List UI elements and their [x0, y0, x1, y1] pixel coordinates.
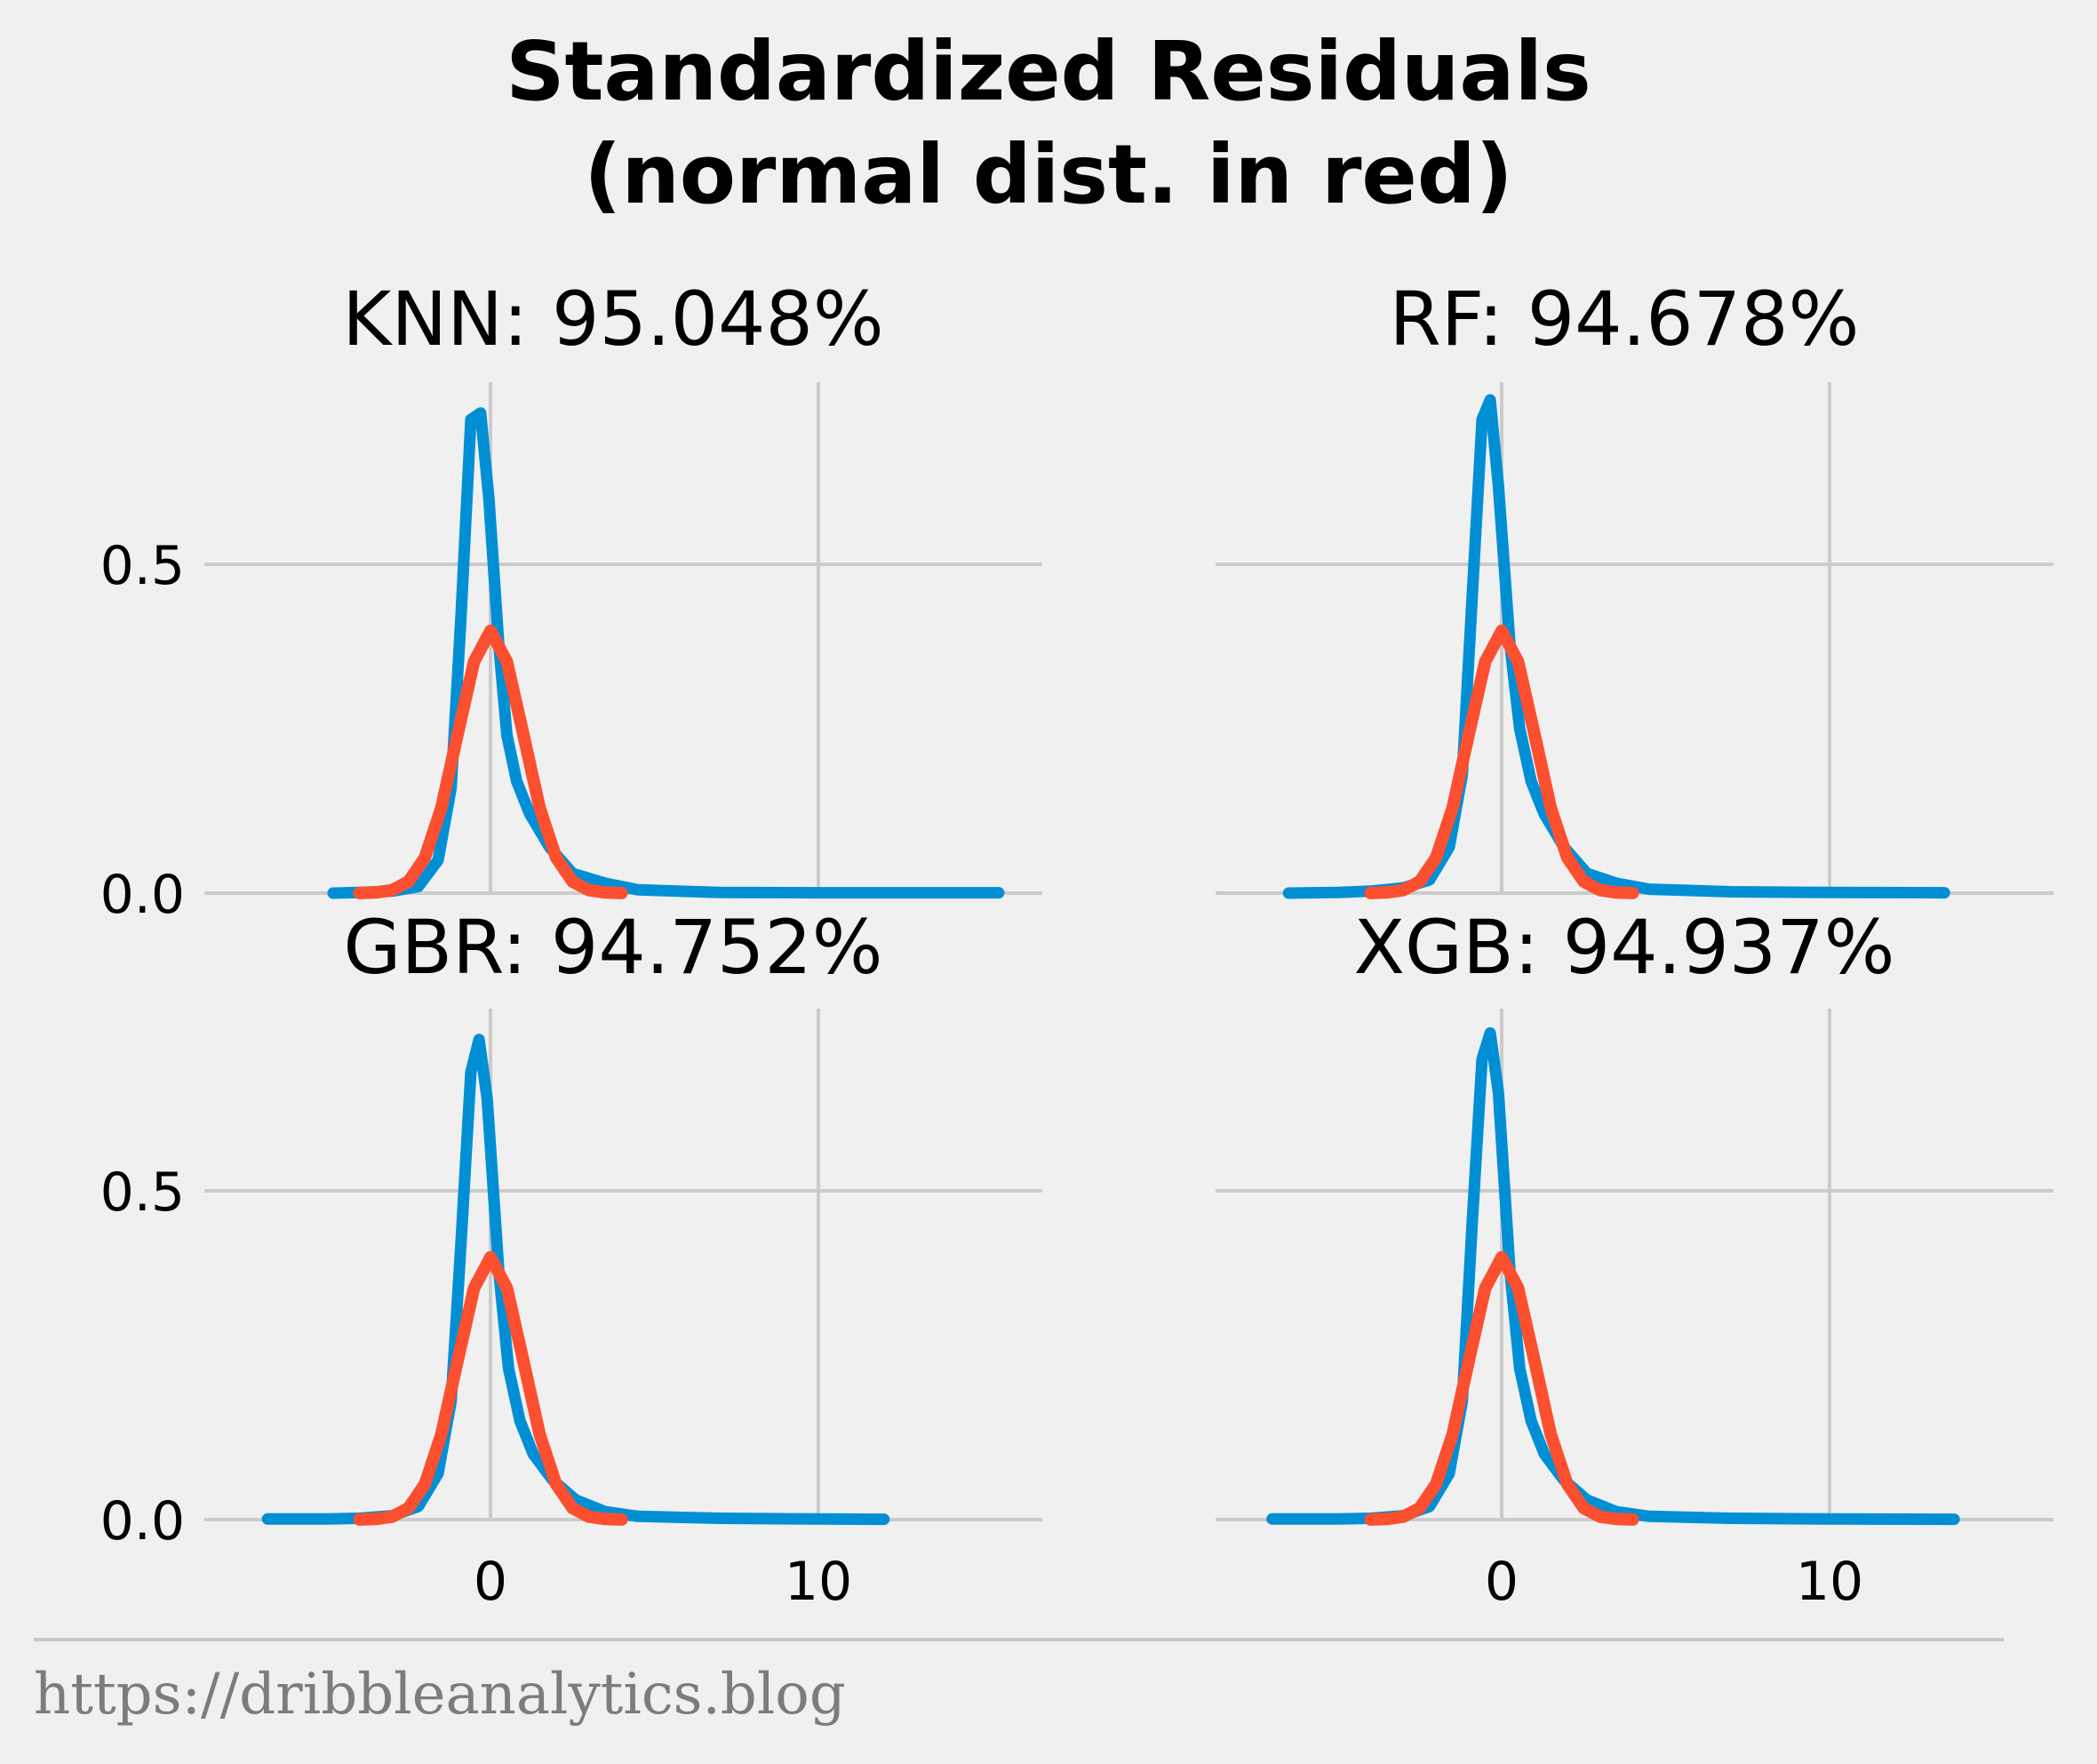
y-tick-label: 0.5	[100, 535, 185, 597]
y-tick-label: 0.5	[100, 1161, 185, 1224]
subplot-grid: 0.0 0.5 KNN: 95.048% RF: 94.678% 0.0 0.5 0 10 GB…	[100, 275, 2053, 1613]
subplot-title: XGB: 94.937%	[1354, 904, 1895, 991]
subplot-top-right: RF: 94.678%	[1216, 275, 2053, 899]
x-tick-label: 0	[474, 1551, 507, 1613]
subplot-title: RF: 94.678%	[1390, 275, 1860, 363]
subplot-title: KNN: 95.048%	[342, 275, 884, 363]
subplot-bottom-right: 0 10 XGB: 94.937%	[1216, 904, 2053, 1613]
x-tick-label: 10	[785, 1551, 852, 1613]
footer-url: https://dribbleanalytics.blog	[34, 1662, 846, 1728]
figure-title: Standardized Residuals	[506, 24, 1591, 119]
normal-density-line	[1364, 1250, 1639, 1526]
normal-density-line	[353, 1250, 628, 1526]
normal-density-line	[1364, 624, 1639, 899]
subplot-top-left: 0.0 0.5 KNN: 95.048%	[100, 275, 1042, 926]
subplot-bottom-left: 0.0 0.5 0 10 GBR: 94.752%	[100, 904, 1042, 1613]
figure-subtitle: (normal dist. in red)	[584, 127, 1512, 222]
normal-density-line	[353, 624, 628, 899]
subplot-title: GBR: 94.752%	[343, 904, 882, 991]
y-tick-label: 0.0	[100, 864, 185, 926]
y-tick-label: 0.0	[100, 1490, 185, 1552]
x-tick-label: 0	[1485, 1551, 1519, 1613]
x-tick-label: 10	[1796, 1551, 1863, 1613]
residual-density-line	[327, 407, 1005, 899]
